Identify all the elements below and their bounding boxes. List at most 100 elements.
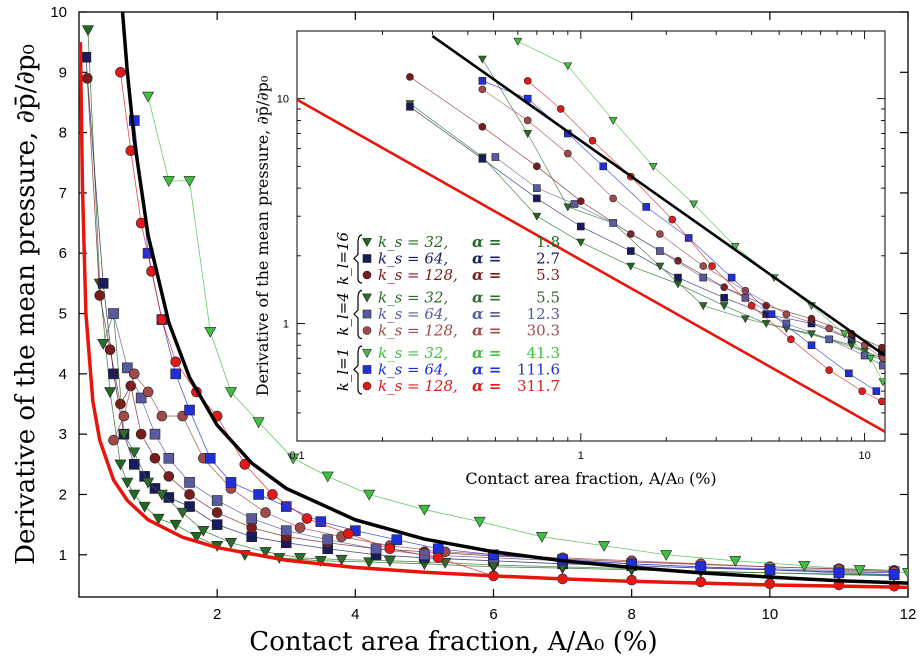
- inset-data-point: [406, 73, 414, 81]
- inset-data-point: [782, 310, 791, 318]
- y-tick-label: 2: [59, 486, 67, 503]
- data-point: [121, 477, 134, 489]
- inset-data-point: [872, 387, 881, 395]
- inset-data-point: [719, 302, 729, 311]
- data-point: [764, 564, 776, 576]
- series-line: [86, 78, 895, 571]
- inset-plot-frame: [296, 30, 886, 442]
- legend-group-label: k_l=4: [334, 292, 352, 336]
- inset-x-tick-label: 0.1: [289, 450, 304, 462]
- inset-data-point: [668, 215, 677, 224]
- inset-data-point: [782, 319, 791, 328]
- legend-alpha-symbol: α =: [472, 361, 501, 379]
- series-line: [133, 120, 895, 576]
- inset-data-point: [478, 155, 487, 163]
- data-point: [122, 362, 133, 374]
- data-point: [418, 504, 431, 516]
- legend-alpha-symbol: α =: [472, 233, 501, 251]
- inset-data-point: [564, 149, 572, 158]
- x-tick-label: 10: [761, 606, 778, 623]
- legend-ks: k_s = 32,: [378, 344, 448, 362]
- data-point: [81, 73, 93, 84]
- inset-data-point: [762, 301, 770, 310]
- data-point: [163, 471, 175, 482]
- inset-data-point: [720, 283, 728, 291]
- data-point: [280, 525, 292, 536]
- inset-data-point: [656, 230, 664, 238]
- data-point: [138, 501, 151, 513]
- data-point: [128, 459, 140, 470]
- inset-data-point: [523, 116, 532, 125]
- inset-data-point: [845, 369, 853, 378]
- legend-brace: [353, 234, 363, 284]
- data-point: [149, 452, 161, 464]
- inset-data-point: [878, 378, 885, 387]
- inset-data-point: [807, 314, 816, 323]
- legend: k_s = 32, α = 1.8 k_s = 64, α = 2.7 k_s = 128,…: [334, 232, 560, 395]
- inset-data-point: [478, 122, 487, 131]
- data-point: [901, 568, 908, 579]
- legend-group-k-l-4: k_s = 32, α = 5.5 k_s = 64, α = 12.3 k_s = 128…: [334, 289, 560, 340]
- legend-alpha-value: 30.3: [527, 322, 560, 340]
- data-point: [211, 519, 223, 530]
- data-point: [239, 459, 251, 470]
- data-point: [170, 356, 182, 368]
- inset-data-point: [642, 203, 651, 211]
- legend-ks: k_s = 128,: [378, 266, 458, 284]
- inset-data-point: [866, 354, 875, 363]
- data-point: [108, 434, 119, 446]
- legend-group-label: k_l=16: [334, 232, 352, 285]
- data-point: [535, 531, 548, 543]
- inset-data-point: [576, 197, 585, 205]
- data-point: [115, 398, 126, 410]
- data-point: [888, 569, 900, 580]
- legend-marker: [362, 293, 372, 303]
- data-point: [184, 404, 195, 416]
- data-point: [252, 417, 265, 429]
- legend-ks: k_s = 64,: [378, 305, 448, 323]
- legend-alpha-value: 2.7: [536, 250, 560, 268]
- inset-data-point: [532, 212, 542, 221]
- series-k-l-1-k-s-32: [142, 91, 908, 579]
- data-point: [117, 429, 130, 441]
- legend-marker: [362, 254, 372, 263]
- data-point: [833, 567, 845, 579]
- data-point: [81, 25, 94, 37]
- inset-data-point: [825, 324, 833, 333]
- inset-data-point: [478, 85, 487, 94]
- inset-series-k-l-16-k-s-128: [406, 73, 885, 352]
- data-point: [287, 453, 300, 465]
- data-point: [729, 556, 742, 567]
- data-point: [184, 489, 195, 500]
- inset-data-point: [720, 294, 728, 302]
- inset-data-point: [655, 262, 665, 271]
- inset-data: [297, 34, 885, 433]
- inset-y-axis-title: Derivative of the mean pressure, ∂p̄/∂p₀: [253, 76, 272, 397]
- inset-reference-curve-upper: [431, 34, 885, 357]
- data-point: [156, 410, 168, 422]
- inset-data-point: [576, 238, 586, 247]
- legend-alpha-symbol: α =: [472, 344, 501, 362]
- legend-ks: k_s = 32,: [378, 289, 448, 307]
- data-point: [225, 477, 237, 488]
- legend-brace: [353, 289, 363, 340]
- inset-data-point: [741, 294, 750, 302]
- inset-data-point: [533, 194, 541, 203]
- data-point: [253, 489, 264, 500]
- inset-data-point: [878, 397, 885, 406]
- legend-group-label: k_l=1: [334, 348, 352, 392]
- inset-data-point: [825, 366, 833, 374]
- legend-alpha-symbol: α =: [472, 305, 501, 323]
- x-axis-title: Contact area fraction, A/A₀ (%): [249, 627, 657, 657]
- data-point: [488, 549, 499, 561]
- inset-reference-curve-lower: [297, 98, 885, 433]
- data-point: [80, 51, 92, 63]
- inset-data-point: [599, 162, 608, 171]
- data-point: [798, 560, 811, 572]
- series-line: [85, 57, 895, 574]
- inset-data-point: [674, 256, 682, 265]
- data-point: [211, 495, 223, 506]
- inset-data-point: [570, 200, 579, 208]
